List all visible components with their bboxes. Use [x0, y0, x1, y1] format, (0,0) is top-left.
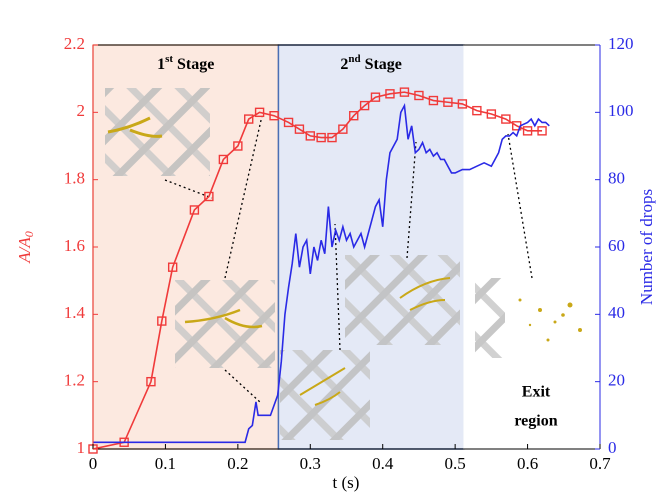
arrow [507, 133, 533, 279]
x-tick-label: 0.2 [227, 454, 248, 473]
inset-image [280, 350, 370, 440]
region-label-sup: st [165, 53, 173, 65]
marker [338, 124, 348, 134]
marker [486, 109, 497, 119]
region-label-number: 1 [157, 56, 165, 73]
inset-image [475, 278, 505, 358]
marker [218, 154, 229, 165]
y-tick-label: 2 [77, 101, 86, 120]
marker [522, 126, 533, 136]
marker [305, 131, 315, 141]
marker [167, 262, 178, 272]
insets [105, 88, 582, 440]
y2-tick-label: 120 [608, 34, 634, 53]
arrow [334, 223, 341, 351]
y-axis-label-sub: 0 [22, 231, 36, 237]
region-label: 2nd Stage [340, 53, 402, 73]
y2-tick-label: 80 [608, 169, 625, 188]
x-axis-label: t (s) [333, 473, 360, 492]
y-axis-label-main: A/A [15, 237, 34, 264]
marker [385, 89, 395, 99]
marker [269, 110, 279, 121]
y-tick-label: 1.4 [64, 303, 86, 322]
region-label: 1st Stage [157, 53, 214, 73]
marker [189, 205, 200, 215]
y2-tick-label: 100 [608, 101, 634, 120]
marker [316, 132, 326, 143]
x-tick-label: 0.1 [155, 454, 176, 473]
y2-tick-label: 60 [608, 236, 625, 255]
marker [283, 117, 294, 128]
y2-axis-label: Number of drops [637, 189, 656, 305]
x-tick-label: 0.3 [300, 454, 321, 473]
arrows [164, 115, 533, 403]
x-tick-label: 0.5 [445, 454, 466, 473]
y-tick-label: 1.8 [64, 169, 85, 188]
y-tick-label: 1 [77, 438, 86, 457]
inset-image [105, 88, 210, 176]
marker [472, 105, 482, 116]
marker [294, 124, 305, 134]
inset-droplet [299, 367, 346, 406]
region-label-text: Stage [173, 56, 214, 73]
y-tick-label: 2.2 [64, 34, 85, 53]
marker [537, 126, 547, 136]
marker [501, 114, 511, 124]
marker [157, 316, 167, 326]
marker [233, 141, 243, 151]
marker [370, 92, 381, 102]
marker [428, 95, 439, 106]
region-label: region [514, 413, 557, 430]
series-line [92, 91, 543, 450]
arrow [164, 179, 213, 199]
inset-droplets [518, 298, 582, 342]
y-axis-label: A/A0 [15, 231, 36, 264]
series-line [93, 102, 550, 444]
marker [204, 191, 214, 202]
marker [414, 90, 424, 101]
marker [327, 132, 337, 143]
marker [254, 107, 265, 118]
marker [399, 87, 410, 97]
region-label-sup: nd [348, 53, 360, 65]
inset-droplet [399, 277, 451, 311]
region-label-text: Stage [361, 56, 402, 73]
x-tick-label: 0.7 [589, 454, 611, 473]
y-tick-label: 1.6 [64, 236, 85, 255]
region-label: Exit [522, 384, 551, 401]
marker [244, 114, 254, 124]
x-tick-label: 0.6 [517, 454, 538, 473]
y2-tick-label: 0 [608, 438, 617, 457]
inset-droplet [107, 116, 163, 138]
inset-droplet [184, 308, 263, 329]
region-label-number: 2 [340, 56, 348, 73]
marker [457, 99, 468, 109]
y2-tick-label: 40 [608, 303, 625, 322]
arrow [406, 141, 417, 259]
marker [146, 376, 156, 387]
x-tick-label: 0.4 [372, 454, 394, 473]
marker [349, 110, 359, 121]
marker [443, 97, 453, 107]
marker [359, 100, 370, 111]
y2-tick-label: 20 [608, 371, 625, 390]
x-tick-label: 0 [89, 454, 98, 473]
y-tick-label: 1.2 [64, 371, 85, 390]
inset-image [175, 280, 275, 368]
